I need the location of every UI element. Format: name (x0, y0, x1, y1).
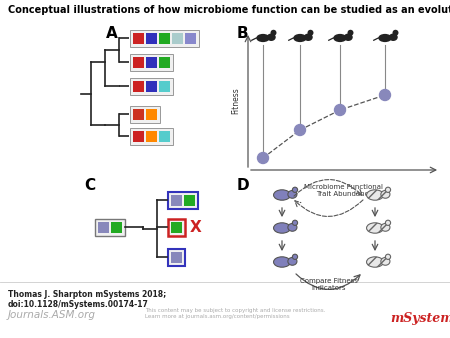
Bar (171, 251, 182, 263)
Text: C: C (85, 178, 95, 193)
Circle shape (257, 152, 269, 164)
Bar (133, 56, 144, 68)
Text: Conceptual illustrations of how microbiome function can be studied as an evoluti: Conceptual illustrations of how microbio… (8, 5, 450, 15)
Text: Thomas J. Sharpton mSystems 2018;
doi:10.1128/mSystems.00174-17: Thomas J. Sharpton mSystems 2018; doi:10… (8, 290, 166, 309)
Text: X: X (190, 219, 202, 235)
Ellipse shape (333, 34, 347, 42)
Bar (146, 32, 157, 44)
Ellipse shape (381, 223, 390, 231)
Ellipse shape (381, 258, 390, 265)
Ellipse shape (367, 257, 383, 267)
Bar (130, 29, 199, 47)
Ellipse shape (367, 190, 383, 200)
Bar (171, 221, 182, 233)
Bar (159, 130, 170, 142)
Bar (172, 32, 183, 44)
Bar (133, 130, 144, 142)
Bar (98, 221, 109, 233)
Bar (159, 32, 170, 44)
Text: Microbiome Functional
Trait Abundance: Microbiome Functional Trait Abundance (305, 184, 383, 197)
Bar (168, 192, 198, 209)
Circle shape (292, 220, 297, 225)
Circle shape (347, 30, 354, 36)
Bar (130, 105, 160, 122)
Bar (159, 80, 170, 92)
Bar (146, 56, 157, 68)
Bar (133, 80, 144, 92)
Bar (133, 32, 144, 44)
Circle shape (385, 254, 391, 259)
Bar (171, 194, 182, 206)
Ellipse shape (344, 33, 353, 41)
Bar (159, 56, 170, 68)
Circle shape (270, 30, 276, 36)
Ellipse shape (293, 34, 307, 42)
Circle shape (392, 30, 399, 36)
Text: Compare Fitness
Indicators: Compare Fitness Indicators (300, 278, 357, 291)
Text: A: A (106, 26, 118, 41)
Bar (111, 221, 122, 233)
Bar (95, 218, 125, 236)
Circle shape (379, 90, 391, 100)
Circle shape (307, 30, 314, 36)
Bar (168, 248, 185, 266)
Ellipse shape (274, 257, 290, 267)
Ellipse shape (288, 258, 297, 265)
Bar (133, 108, 144, 120)
Circle shape (294, 124, 306, 136)
Circle shape (385, 187, 391, 192)
Ellipse shape (381, 190, 390, 198)
Bar (130, 127, 173, 145)
Text: B: B (237, 26, 248, 41)
Circle shape (292, 254, 297, 259)
Bar (146, 108, 157, 120)
Text: This content may be subject to copyright and license restrictions.
Learn more at: This content may be subject to copyright… (145, 308, 325, 319)
Bar (146, 80, 157, 92)
Bar (185, 32, 196, 44)
Text: Journals.ASM.org: Journals.ASM.org (8, 310, 96, 320)
Bar (130, 53, 173, 71)
Ellipse shape (288, 223, 297, 231)
Text: mSystems: mSystems (390, 312, 450, 325)
Text: D: D (237, 178, 250, 193)
Ellipse shape (389, 33, 398, 41)
Bar (130, 77, 173, 95)
Ellipse shape (304, 33, 313, 41)
Ellipse shape (378, 34, 392, 42)
Ellipse shape (288, 190, 297, 198)
Ellipse shape (274, 190, 290, 200)
Circle shape (292, 187, 297, 192)
Circle shape (334, 104, 346, 116)
Text: Fitness: Fitness (231, 88, 240, 114)
Ellipse shape (267, 33, 276, 41)
Circle shape (385, 220, 391, 225)
Bar (146, 130, 157, 142)
Bar (184, 194, 195, 206)
Ellipse shape (274, 223, 290, 233)
Ellipse shape (367, 223, 383, 233)
Bar (168, 218, 185, 236)
Ellipse shape (256, 34, 270, 42)
